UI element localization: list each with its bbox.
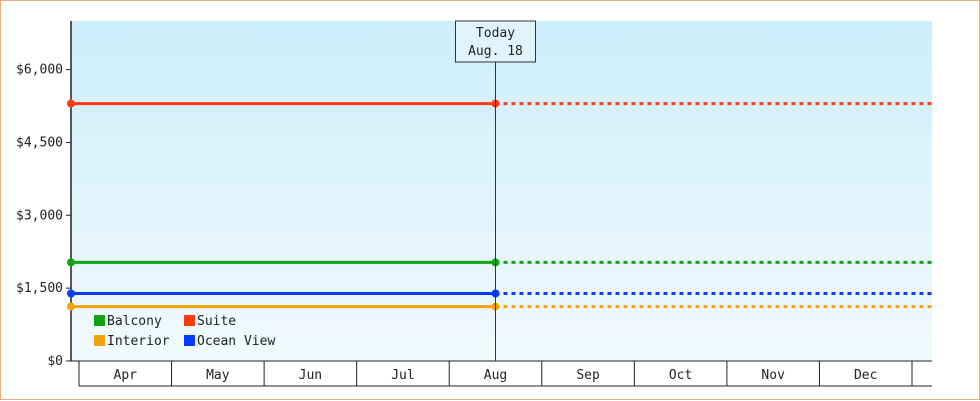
plot-area [71,21,932,361]
y-tick-label: $4,500 [16,135,63,150]
y-tick-label: $3,000 [16,208,63,223]
legend-swatch-suite [184,315,195,326]
x-tick-label: Dec [854,368,877,383]
y-tick-label: $0 [47,354,63,369]
x-tick-label: Apr [114,368,138,383]
today-callout-title: Today [476,26,515,41]
x-tick-label: Sep [576,368,600,383]
x-tick-label: Aug [484,368,507,383]
x-tick-label: Oct [669,368,692,383]
legend-swatch-interior [94,335,105,346]
x-axis: Apr May Jun Jul Aug Sep Oct Nov Dec [71,360,932,387]
y-tick-label: $6,000 [16,63,63,78]
legend-label-interior: Interior [107,334,170,349]
legend: Balcony Suite Interior Ocean View [94,314,275,349]
series-suite-start-point [67,99,75,108]
legend-label-balcony: Balcony [107,314,162,329]
x-tick-label: May [206,368,230,383]
x-tick-label: Jul [391,368,414,383]
y-tick-label: $1,500 [16,281,63,296]
series-interior-start-point [67,302,75,311]
series-balcony-start-point [67,258,75,267]
series-layer [67,99,932,311]
y-axis: $0 $1,500 $3,000 $4,500 $6,000 [16,21,72,369]
legend-swatch-balcony [94,315,105,326]
legend-label-suite: Suite [197,314,236,329]
legend-label-ocean-view: Ocean View [197,334,275,349]
x-tick-label: Nov [761,368,785,383]
legend-swatch-ocean-view [184,335,195,346]
today-marker: Today Aug. 18 [455,20,536,361]
series-ocean-view-start-point [67,289,75,298]
today-callout-box [455,20,536,63]
x-tick-label: Jun [299,368,322,383]
today-callout-date: Aug. 18 [468,44,523,59]
